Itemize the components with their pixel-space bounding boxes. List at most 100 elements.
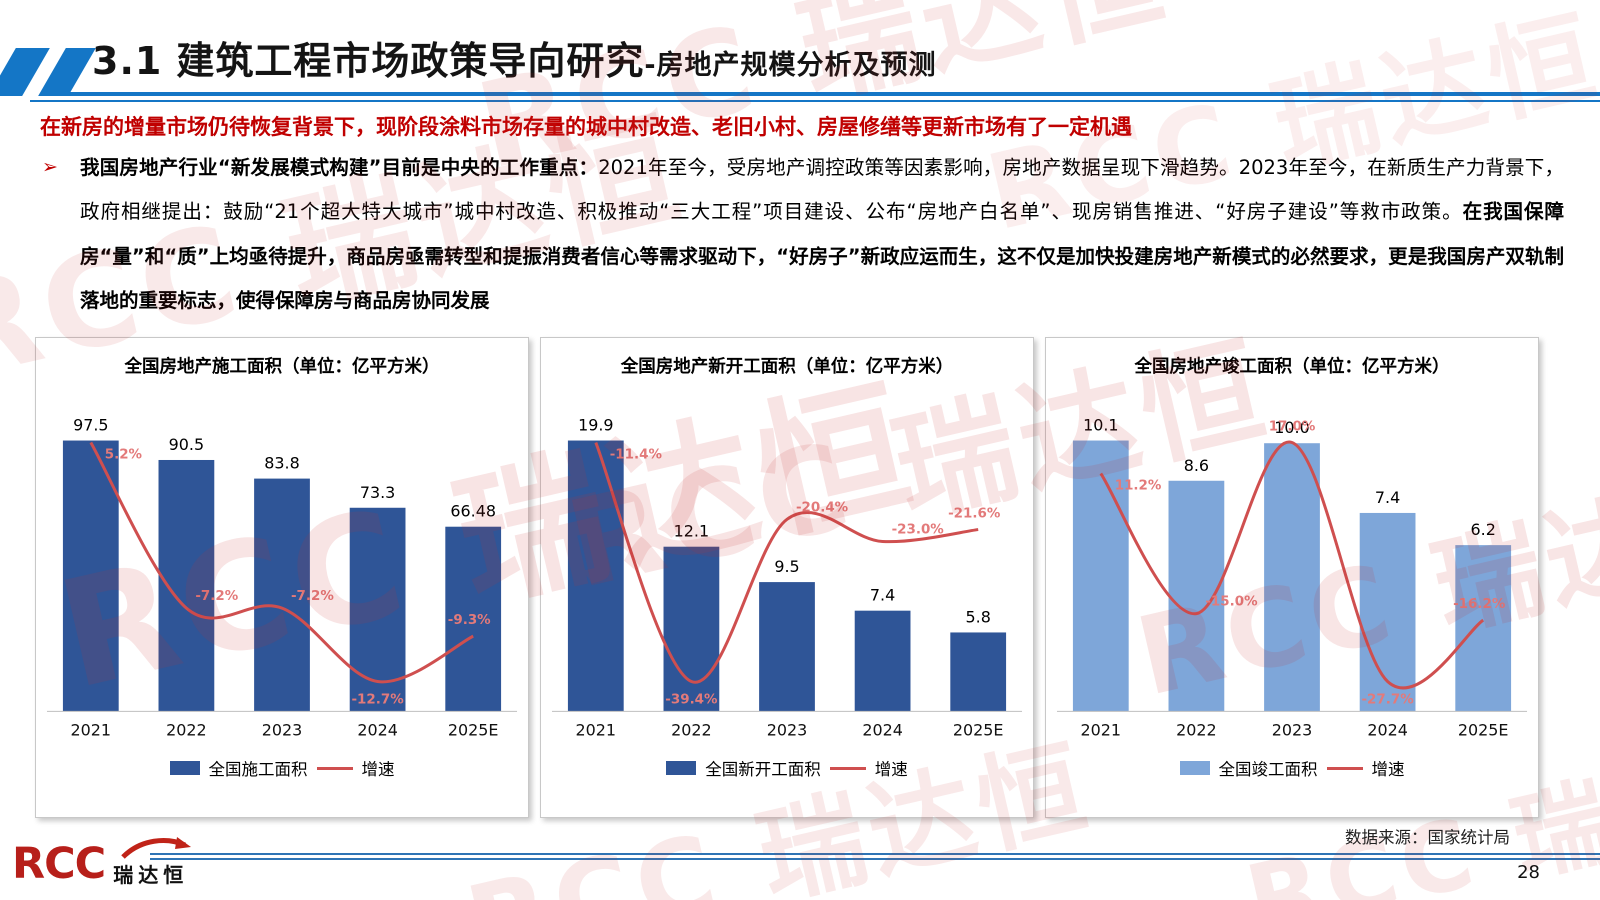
data-source-note: 数据来源：国家统计局: [1345, 828, 1510, 847]
bar-2021: [62, 440, 119, 712]
bar-value-label: 9.5: [774, 557, 799, 576]
bar-2024: [349, 507, 406, 712]
growth-value-label: -20.4%: [796, 500, 849, 515]
bar-2023: [1264, 443, 1320, 712]
bar-2023: [759, 582, 815, 712]
bar-value-label: 90.5: [169, 435, 204, 454]
logo-swoosh-icon: [121, 837, 192, 859]
growth-value-label: 17.0%: [1269, 420, 1316, 435]
x-tick-label: 2023: [767, 720, 808, 739]
logo-rcc-text: RCC: [12, 839, 106, 889]
growth-value-label: -27.7%: [1361, 692, 1414, 707]
bar-value-label: 66.48: [450, 502, 496, 521]
logo-chinese-text: 瑞达恒: [113, 863, 189, 887]
header-underline-thick: [62, 92, 1600, 96]
bar-2021: [567, 440, 624, 712]
growth-value-label: -39.4%: [665, 692, 718, 707]
bar-value-label: 7.4: [1375, 488, 1400, 507]
chart-canvas: 19.9 12.1 9.5 7.4 5.8 2021 2022 2023 2024 2025E -1…: [551, 416, 1023, 739]
x-tick-label: 2021: [71, 720, 112, 739]
chart-legend: 全国竣工面积 增速: [1046, 756, 1538, 780]
x-tick-label: 2022: [671, 720, 712, 739]
bar-2025E: [950, 632, 1007, 712]
legend-bar-swatch: [666, 761, 697, 775]
page-title: 3.1 建筑工程市场政策导向研究-房地产规模分析及预测: [92, 30, 937, 85]
chart-title: 全国房地产施工面积（单位：亿平方米）: [124, 357, 440, 377]
growth-value-label: -11.4%: [610, 447, 663, 462]
growth-value-label: -12.7%: [351, 692, 404, 707]
paragraph-segment: 在我国保障房“量”和“质”上均亟待提升，商品房亟需转型和提振消费者信心等需求驱动…: [80, 200, 1564, 313]
bar-2024: [854, 610, 911, 712]
body-paragraph: 我国房地产行业“新发展模式构建”目前是中央的工作重点：2021年至今，受房地产调…: [40, 146, 1564, 324]
x-tick-label: 2022: [166, 720, 207, 739]
bar-value-label: 12.1: [674, 522, 709, 541]
legend-line-label: 增速: [361, 760, 395, 779]
bar-value-label: 97.5: [73, 416, 108, 435]
bar-value-label: 19.9: [578, 416, 613, 435]
x-tick-label: 2021: [1081, 720, 1122, 739]
growth-line: [594, 441, 979, 684]
bar-value-label: 10.1: [1083, 416, 1118, 435]
growth-value-label: -7.2%: [291, 589, 334, 604]
growth-line: [1099, 440, 1485, 690]
legend-line-swatch: [316, 766, 353, 770]
legend-line-swatch: [1326, 766, 1363, 770]
growth-value-label: -7.2%: [195, 589, 238, 604]
header-slash-decoration: [38, 48, 96, 96]
footer-line: [150, 853, 1600, 855]
header-underline-thin: [30, 100, 1600, 102]
growth-value-label: 5.2%: [105, 447, 143, 462]
x-tick-label: 2021: [576, 720, 617, 739]
x-tick-label: 2022: [1176, 720, 1217, 739]
chart-panel-2: 全国房地产新开工面积（单位：亿平方米） 19.9 12.1 9.5 7.4 5.8 2021…: [540, 337, 1034, 818]
chart-title: 全国房地产新开工面积（单位：亿平方米）: [620, 357, 954, 377]
body-paragraph-block: ➢ 我国房地产行业“新发展模式构建”目前是中央的工作重点：2021年至今，受房地…: [40, 146, 1564, 324]
bar-2025E: [445, 526, 502, 712]
x-tick-label: 2023: [262, 720, 303, 739]
growth-value-label: -21.6%: [948, 507, 1001, 522]
chart-panel-3: 全国房地产竣工面积（单位：亿平方米） 10.1 8.6 10.0 7.4 6.2 2021 2…: [1045, 337, 1539, 818]
growth-value-label: -9.3%: [448, 613, 491, 628]
legend-line-swatch: [829, 766, 866, 770]
title-sub: -房地产规模分析及预测: [644, 50, 937, 81]
x-tick-label: 2025E: [1458, 720, 1509, 739]
x-tick-label: 2023: [1272, 720, 1313, 739]
bar-value-label: 83.8: [264, 454, 299, 473]
legend-line-label: 增速: [1371, 760, 1405, 779]
growth-value-label: -16.2%: [1453, 597, 1506, 612]
bar-value-label: 73.3: [360, 483, 395, 502]
page-number: 28: [1517, 862, 1540, 883]
bar-value-label: 6.2: [1471, 520, 1496, 539]
x-tick-label: 2024: [357, 720, 398, 739]
bar-value-label: 8.6: [1184, 456, 1209, 475]
legend-bar-label: 全国新开工面积: [705, 760, 821, 779]
legend-bar-label: 全国施工面积: [208, 760, 308, 779]
legend-bar-swatch: [1179, 761, 1210, 775]
x-tick-label: 2024: [862, 720, 903, 739]
section-number: 3.1: [92, 39, 163, 83]
bar-2024: [1359, 512, 1416, 712]
title-main: 建筑工程市场政策导向研究: [176, 39, 645, 83]
growth-line: [89, 441, 474, 684]
charts-row: 全国房地产施工面积（单位：亿平方米） 97.5 90.5 83.8 73.3 66.48 2…: [35, 337, 1539, 818]
x-tick-label: 2025E: [953, 720, 1004, 739]
chart-title: 全国房地产竣工面积（单位：亿平方米）: [1134, 357, 1450, 377]
legend-bar-swatch: [169, 761, 200, 775]
x-tick-label: 2024: [1367, 720, 1408, 739]
x-tick-label: 2025E: [448, 720, 499, 739]
chart-legend: 全国新开工面积 增速: [541, 756, 1033, 780]
bar-value-label: 5.8: [966, 607, 991, 626]
headline: 在新房的增量市场仍待恢复背景下，现阶段涂料市场存量的城中村改造、老旧小村、房屋修…: [40, 115, 1132, 139]
growth-value-label: -23.0%: [892, 523, 945, 538]
growth-value-label: 11.2%: [1115, 478, 1162, 493]
chart-legend: 全国施工面积 增速: [36, 756, 528, 780]
legend-bar-label: 全国竣工面积: [1218, 760, 1318, 779]
chart-panel-1: 全国房地产施工面积（单位：亿平方米） 97.5 90.5 83.8 73.3 66.48 2…: [35, 337, 529, 818]
company-logo: RCC 瑞达恒: [12, 837, 192, 889]
paragraph-segment: 2021年至今，受房地产调控政策等因素影响，房地产数据呈现下滑趋势。2023年至…: [80, 156, 1564, 224]
bar-2023: [254, 478, 310, 712]
bar-value-label: 7.4: [870, 586, 895, 605]
bullet-arrow-icon: ➢: [42, 156, 58, 178]
legend-line-label: 增速: [874, 760, 908, 779]
